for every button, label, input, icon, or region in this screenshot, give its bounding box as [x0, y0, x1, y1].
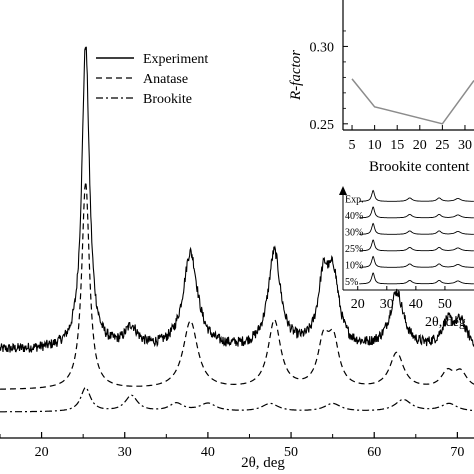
- main-x-tick-label: 20: [35, 445, 49, 460]
- legend-label-brookite: Brookite: [143, 92, 192, 107]
- stack-x-tick-label: 50: [438, 297, 452, 312]
- rfactor-x-tick-label: 30: [458, 138, 472, 153]
- stack-x-tick-label: 40: [409, 297, 423, 312]
- stack-row-label: 40%: [345, 211, 363, 222]
- main-x-tick-label: 50: [284, 445, 298, 460]
- legend-label-experiment: Experiment: [143, 52, 208, 67]
- main-x-tick-label: 60: [367, 445, 381, 460]
- stack-inset: 20 30 40 50 5% 10% 25% 30% 40% Exp. 2θ, deg: [339, 186, 474, 330]
- rfactor-x-axis-label: Brookite content: [369, 159, 470, 175]
- rfactor-x-tick-label: 15: [390, 138, 404, 153]
- stack-row-line: [359, 272, 474, 285]
- main-x-tick-label: 40: [201, 445, 215, 460]
- stack-row-label: 25%: [345, 244, 363, 255]
- main-x-tick-label: 70: [450, 445, 464, 460]
- rfactor-y-tick-label: 0.30: [310, 40, 335, 55]
- rfactor-x-tick-label: 20: [413, 138, 427, 153]
- stack-row-line: [359, 222, 474, 235]
- main-series: [0, 46, 474, 413]
- stack-row-label: 30%: [345, 228, 363, 239]
- stack-row-label: 10%: [345, 261, 363, 272]
- rfactor-x-tick-label: 10: [368, 138, 382, 153]
- rfactor-y-axis-label: R-factor: [288, 50, 304, 101]
- main-x-ticks: 20 30 40 50 60 70: [0, 432, 464, 460]
- series-line-experiment: [0, 46, 474, 353]
- stack-row-label: 5%: [345, 277, 358, 288]
- stack-rows: 5% 10% 25% 30% 40% Exp.: [345, 189, 474, 288]
- main-x-axis-label: 2θ, deg: [241, 455, 285, 471]
- stack-row-label: Exp.: [345, 195, 364, 206]
- stack-row-line: [359, 239, 474, 252]
- rfactor-inset: 5 10 15 20 25 30 0.25 0.30 R-factor Brookite co…: [288, 0, 474, 175]
- rfactor-ticks: 5 10 15 20 25 30 0.25 0.30: [310, 30, 472, 153]
- series-line-brookite: [0, 386, 474, 413]
- rfactor-x-tick-label: 25: [435, 138, 449, 153]
- legend-label-anatase: Anatase: [143, 72, 188, 87]
- main-x-tick-label: 30: [118, 445, 132, 460]
- stack-ticks: 20 30 40 50: [351, 286, 452, 312]
- legend-item-experiment: Experiment: [96, 52, 208, 67]
- stack-x-tick-label: 20: [351, 297, 365, 312]
- main-plot: 20 30 40 50 60 70 2θ, deg: [0, 46, 474, 471]
- rfactor-x-tick-label: 5: [349, 138, 356, 153]
- stack-arrow-head: [339, 186, 347, 195]
- stack-row-line: [359, 189, 474, 202]
- series-line-anatase: [0, 181, 474, 390]
- legend: Experiment Anatase Brookite: [96, 52, 208, 107]
- legend-item-brookite: Brookite: [96, 92, 192, 107]
- legend-item-anatase: Anatase: [96, 72, 188, 87]
- rfactor-line: [351, 78, 474, 125]
- stack-x-axis-label: 2θ, deg: [425, 315, 466, 330]
- stack-row-line: [359, 255, 474, 268]
- rfactor-y-tick-label: 0.25: [310, 118, 335, 133]
- stack-x-tick-label: 30: [380, 297, 394, 312]
- stack-row-line: [359, 206, 474, 219]
